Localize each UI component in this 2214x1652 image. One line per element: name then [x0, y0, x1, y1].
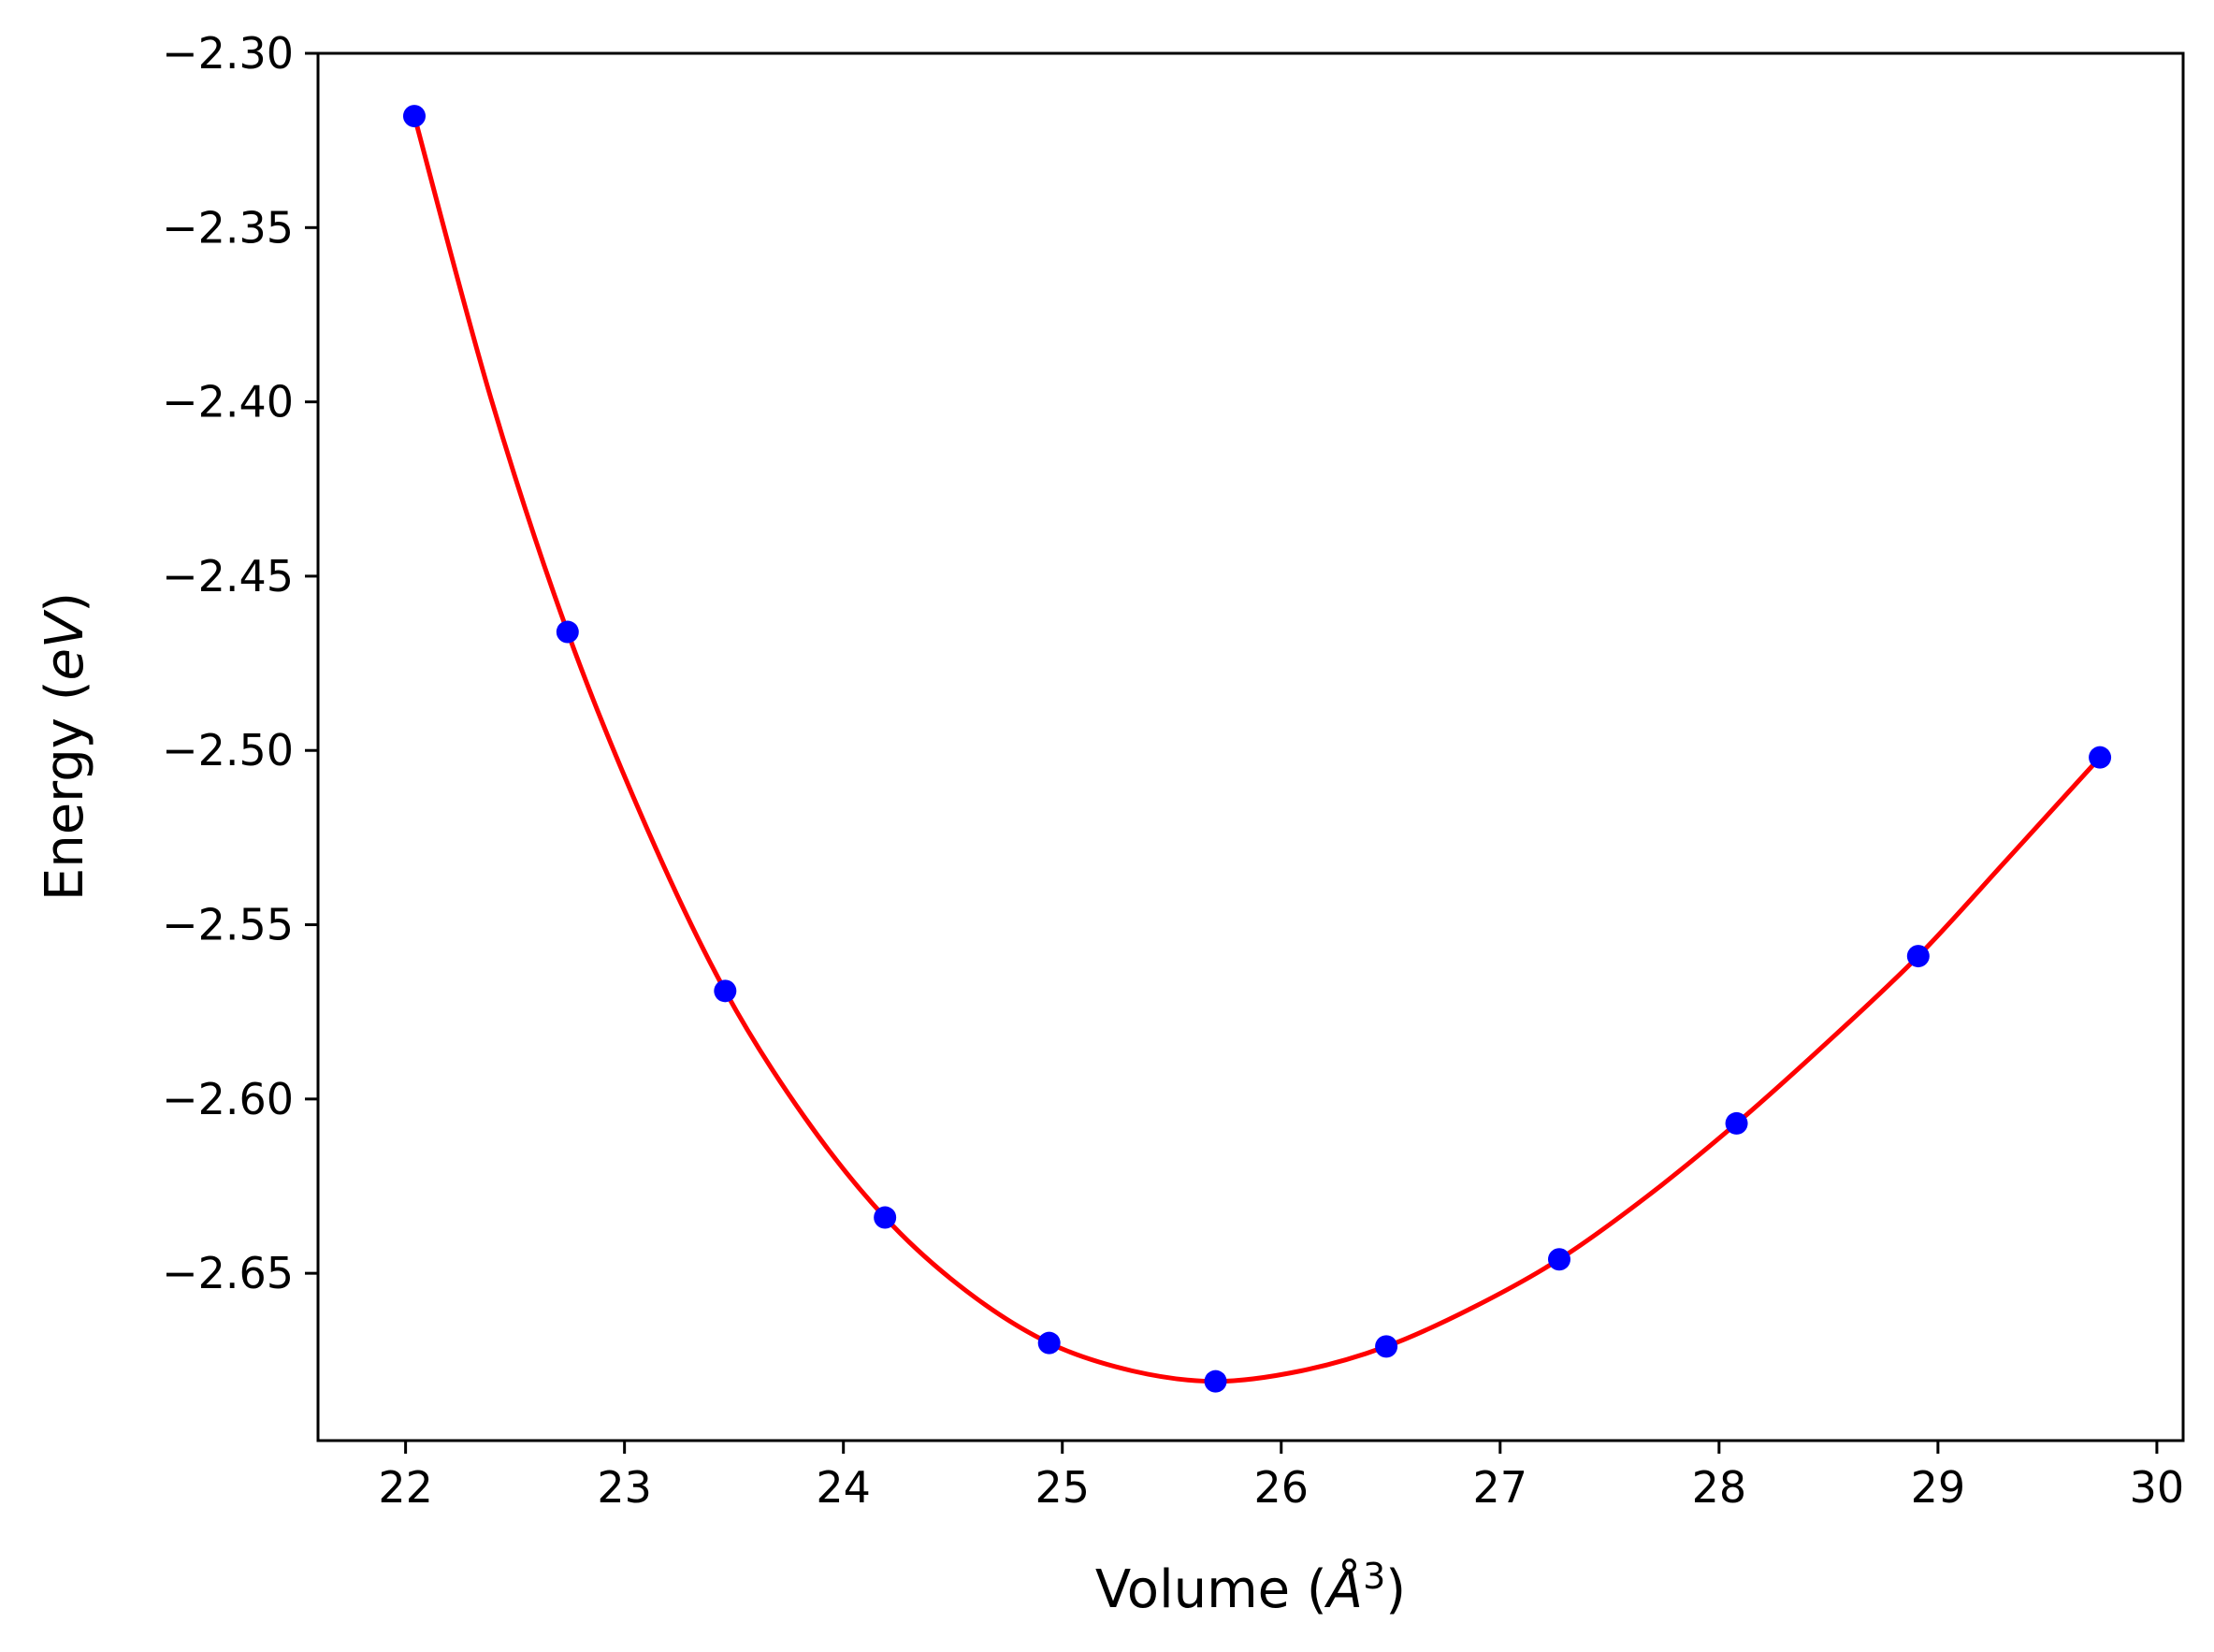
- data-point: [1906, 945, 1930, 968]
- x-tick-label: 22: [378, 1462, 433, 1513]
- y-tick-label: −2.35: [162, 202, 294, 253]
- y-tick-label: −2.40: [162, 377, 294, 427]
- data-point: [2089, 746, 2112, 769]
- y-tick-label: −2.65: [162, 1248, 294, 1298]
- data-point: [874, 1206, 897, 1229]
- plot-area: [402, 105, 2112, 1393]
- fit-curve-line: [412, 115, 2102, 1384]
- y-tick-label: −2.55: [162, 900, 294, 950]
- data-point: [1725, 1111, 1748, 1135]
- x-tick-label: 30: [2130, 1462, 2185, 1513]
- y-axis-label: Energy (eV): [35, 592, 95, 901]
- data-point: [1547, 1248, 1570, 1271]
- y-tick-label: −2.50: [162, 725, 294, 775]
- x-tick-label: 25: [1035, 1462, 1090, 1513]
- axes-frame: [316, 51, 2185, 1442]
- x-tick-label: 26: [1253, 1462, 1309, 1513]
- data-point: [714, 979, 737, 1003]
- axis-ticks: 22 23 24 25 26 27 28 29 30 −2.30 −2.35 −2.40 −2.45 −2…: [162, 28, 2184, 1513]
- y-tick-label: −2.45: [162, 551, 294, 601]
- data-point: [1204, 1369, 1227, 1393]
- x-tick-label: 24: [816, 1462, 871, 1513]
- x-tick-label: 29: [1911, 1462, 1966, 1513]
- x-tick-label: 27: [1473, 1462, 1528, 1513]
- x-tick-label: 28: [1692, 1462, 1747, 1513]
- x-tick-label: 23: [597, 1462, 652, 1513]
- x-axis-label: Volume (Å3): [1095, 1556, 1406, 1620]
- data-point: [402, 105, 426, 128]
- data-point: [1037, 1331, 1061, 1355]
- data-point: [1375, 1335, 1398, 1358]
- y-tick-label: −2.30: [162, 28, 294, 79]
- y-tick-label: −2.60: [162, 1074, 294, 1124]
- data-point: [556, 620, 579, 644]
